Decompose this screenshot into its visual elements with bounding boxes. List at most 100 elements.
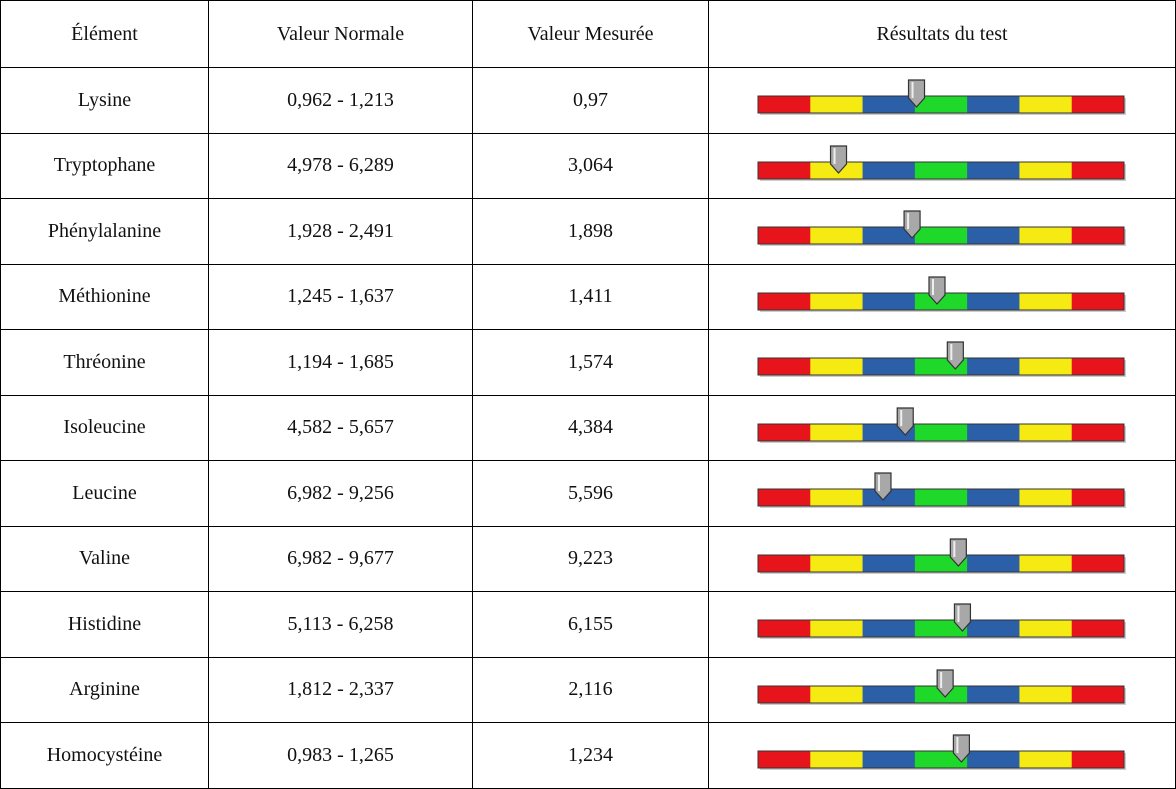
element-cell: Lysine [1,68,209,134]
gauge [752,668,1132,712]
gauge-segment [863,162,916,179]
gauge-segment [863,293,916,310]
gauge-segment [1072,96,1125,113]
results-table: ÉlémentValeur NormaleValeur MesuréeRésul… [0,0,1176,789]
gauge-cell [709,526,1176,592]
gauge-segment [1019,686,1072,703]
value-cell: 0,983 - 1,265 [209,723,473,789]
value-cell: 4,582 - 5,657 [209,395,473,461]
gauge-segment [758,358,811,375]
gauge-segment [758,162,811,179]
table-row: Leucine6,982 - 9,2565,596 [1,461,1176,527]
element-cell: Arginine [1,657,209,723]
value-cell: 1,245 - 1,637 [209,264,473,330]
gauge-cell [709,461,1176,527]
gauge-segment [810,751,863,768]
gauge [752,78,1132,122]
value-cell: 1,812 - 2,337 [209,657,473,723]
gauge [752,733,1132,777]
value-cell: 1,928 - 2,491 [209,199,473,265]
table-row: Méthionine1,245 - 1,6371,411 [1,264,1176,330]
element-cell: Méthionine [1,264,209,330]
gauge-segment [1072,555,1125,572]
gauge [752,406,1132,450]
gauge-segment [1072,620,1125,637]
gauge-segment [1072,162,1125,179]
gauge-segment [1019,751,1072,768]
value-cell: 1,574 [473,330,709,396]
gauge-segment [863,686,916,703]
gauge-segment [863,620,916,637]
table-row: Tryptophane4,978 - 6,2893,064 [1,133,1176,199]
gauge-segment [810,424,863,441]
gauge-cell [709,395,1176,461]
value-cell: 1,898 [473,199,709,265]
gauge-segment [915,227,968,244]
element-cell: Homocystéine [1,723,209,789]
gauge-segment [758,96,811,113]
gauge-segment [967,620,1020,637]
gauge-segment [758,751,811,768]
gauge-segment [810,293,863,310]
gauge-segment [863,751,916,768]
gauge-segment [758,620,811,637]
element-cell: Phénylalanine [1,199,209,265]
gauge-segment [967,162,1020,179]
element-cell: Isoleucine [1,395,209,461]
gauge-segment [1072,358,1125,375]
gauge-segment [810,686,863,703]
gauge-segment [758,424,811,441]
gauge-segment [1019,620,1072,637]
gauge-cell [709,723,1176,789]
gauge-segment [758,489,811,506]
gauge-segment [810,620,863,637]
gauge-segment [915,489,968,506]
gauge [752,602,1132,646]
header-cell: Valeur Normale [209,1,473,68]
gauge-segment [967,555,1020,572]
header-cell: Résultats du test [709,1,1176,68]
value-cell: 0,962 - 1,213 [209,68,473,134]
gauge-segment [915,424,968,441]
gauge-cell [709,657,1176,723]
gauge-segment [967,358,1020,375]
gauge-segment [810,227,863,244]
gauge-segment [1019,162,1072,179]
value-cell: 9,223 [473,526,709,592]
gauge-segment [1019,489,1072,506]
value-cell: 0,97 [473,68,709,134]
gauge-segment [967,686,1020,703]
gauge-segment [1019,227,1072,244]
value-cell: 2,116 [473,657,709,723]
gauge-segment [758,686,811,703]
gauge [752,340,1132,384]
value-cell: 3,064 [473,133,709,199]
gauge [752,144,1132,188]
gauge-segment [967,293,1020,310]
gauge-cell [709,68,1176,134]
gauge-segment [1019,424,1072,441]
gauge-segment [810,489,863,506]
gauge-segment [810,358,863,375]
gauge-segment [967,751,1020,768]
gauge-segment [1019,293,1072,310]
element-cell: Histidine [1,592,209,658]
value-cell: 6,155 [473,592,709,658]
gauge-segment [863,358,916,375]
gauge-segment [1019,358,1072,375]
gauge-cell [709,133,1176,199]
gauge-segment [758,555,811,572]
gauge [752,537,1132,581]
element-cell: Valine [1,526,209,592]
table-row: Phénylalanine1,928 - 2,4911,898 [1,199,1176,265]
page: {"table": { "header": ["Élément", "Valeu… [0,0,1176,785]
value-cell: 6,982 - 9,677 [209,526,473,592]
value-cell: 1,234 [473,723,709,789]
header-cell: Valeur Mesurée [473,1,709,68]
